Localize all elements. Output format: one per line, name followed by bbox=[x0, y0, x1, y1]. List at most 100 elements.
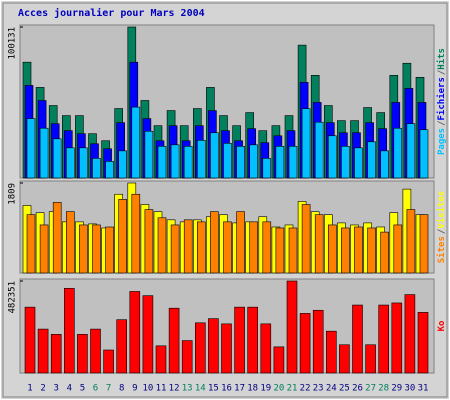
y-tick-label: 100131 bbox=[8, 27, 18, 60]
bar bbox=[236, 211, 245, 274]
bar bbox=[170, 224, 180, 274]
bar bbox=[26, 118, 36, 179]
x-tick-label: 26 bbox=[352, 384, 363, 394]
x-tick-label: 17 bbox=[234, 384, 245, 394]
bar bbox=[419, 214, 429, 274]
bar bbox=[325, 330, 337, 374]
bar bbox=[105, 226, 114, 274]
x-tick-label: 5 bbox=[80, 384, 85, 394]
bar bbox=[39, 224, 49, 274]
bar bbox=[301, 108, 311, 179]
bar bbox=[301, 204, 311, 274]
bar bbox=[118, 150, 127, 179]
x-tick-label: 3 bbox=[53, 384, 58, 394]
x-tick-label: 28 bbox=[378, 384, 389, 394]
bar bbox=[77, 334, 88, 374]
x-tick-label: 4 bbox=[67, 384, 72, 394]
bar bbox=[367, 141, 376, 179]
bar bbox=[247, 306, 258, 374]
bar bbox=[129, 291, 141, 374]
x-tick-label: 19 bbox=[260, 384, 271, 394]
bar bbox=[183, 146, 193, 179]
bar bbox=[354, 226, 363, 274]
bar bbox=[66, 147, 75, 179]
bar bbox=[249, 144, 258, 179]
bar bbox=[288, 227, 298, 274]
bar bbox=[52, 202, 62, 274]
bar bbox=[50, 334, 62, 374]
x-tick-label: 6 bbox=[93, 384, 98, 394]
bar bbox=[197, 139, 206, 179]
chart-title: Acces journalier pour Mars 2004 bbox=[18, 7, 205, 19]
bar bbox=[419, 129, 429, 179]
x-tick-label: 21 bbox=[287, 384, 298, 394]
bar bbox=[24, 306, 36, 374]
x-tick-label: 10 bbox=[142, 384, 153, 394]
bar bbox=[210, 132, 219, 179]
x-tick-label: 7 bbox=[106, 384, 111, 394]
x-tick-label: 27 bbox=[365, 384, 376, 394]
bar bbox=[260, 323, 272, 374]
bar bbox=[236, 146, 245, 179]
bar bbox=[170, 144, 180, 179]
bar bbox=[92, 158, 101, 179]
x-tick-label: 8 bbox=[119, 384, 124, 394]
bar bbox=[52, 138, 62, 179]
bar bbox=[380, 150, 390, 179]
bar bbox=[378, 304, 390, 374]
bar bbox=[66, 211, 75, 274]
bar bbox=[365, 344, 376, 374]
x-tick-label: 24 bbox=[326, 384, 337, 394]
x-tick-label: 22 bbox=[300, 384, 311, 394]
bar bbox=[197, 221, 206, 274]
bar bbox=[286, 280, 298, 374]
bar bbox=[144, 209, 154, 274]
bar bbox=[116, 319, 127, 374]
x-tick-label: 18 bbox=[247, 384, 258, 394]
bar bbox=[391, 302, 403, 374]
legend-entry: Pages bbox=[437, 128, 447, 155]
legend: Sites /Visites bbox=[436, 191, 447, 263]
bar bbox=[275, 227, 285, 274]
bar bbox=[262, 158, 272, 179]
bar bbox=[142, 295, 154, 374]
bar bbox=[208, 318, 219, 374]
bar bbox=[406, 123, 416, 179]
bar bbox=[417, 312, 429, 374]
bar bbox=[155, 345, 167, 374]
bar bbox=[367, 227, 376, 274]
bar bbox=[79, 224, 88, 274]
bar bbox=[314, 214, 324, 274]
legend-entry: Sites bbox=[436, 236, 447, 263]
bar bbox=[341, 227, 350, 274]
bar bbox=[39, 127, 49, 179]
bar bbox=[352, 304, 363, 374]
bar bbox=[393, 127, 403, 179]
bar bbox=[118, 199, 127, 274]
bar bbox=[90, 328, 101, 374]
bar bbox=[249, 221, 258, 274]
x-tick-label: 11 bbox=[156, 384, 167, 394]
y-tick-label: 482351 bbox=[8, 281, 18, 314]
bar bbox=[105, 161, 114, 179]
x-tick-label: 15 bbox=[208, 384, 219, 394]
bar bbox=[354, 147, 363, 179]
legend: Ko bbox=[437, 321, 447, 332]
legend-entry: Fichiers bbox=[436, 77, 447, 120]
bar bbox=[339, 344, 350, 374]
x-tick-label: 31 bbox=[418, 384, 429, 394]
bar bbox=[327, 224, 337, 274]
bar bbox=[210, 211, 219, 274]
bar bbox=[299, 313, 311, 374]
x-tick-label: 30 bbox=[404, 384, 415, 394]
x-tick-label: 13 bbox=[182, 384, 193, 394]
x-tick-label: 25 bbox=[339, 384, 350, 394]
legend-entry: Ko bbox=[437, 321, 447, 332]
x-tick-label: 1 bbox=[27, 384, 32, 394]
x-tick-label: 14 bbox=[195, 384, 206, 394]
legend-entry: Visites bbox=[436, 191, 447, 229]
bar bbox=[393, 224, 403, 274]
x-tick-label: 16 bbox=[221, 384, 232, 394]
x-tick-label: 12 bbox=[169, 384, 180, 394]
